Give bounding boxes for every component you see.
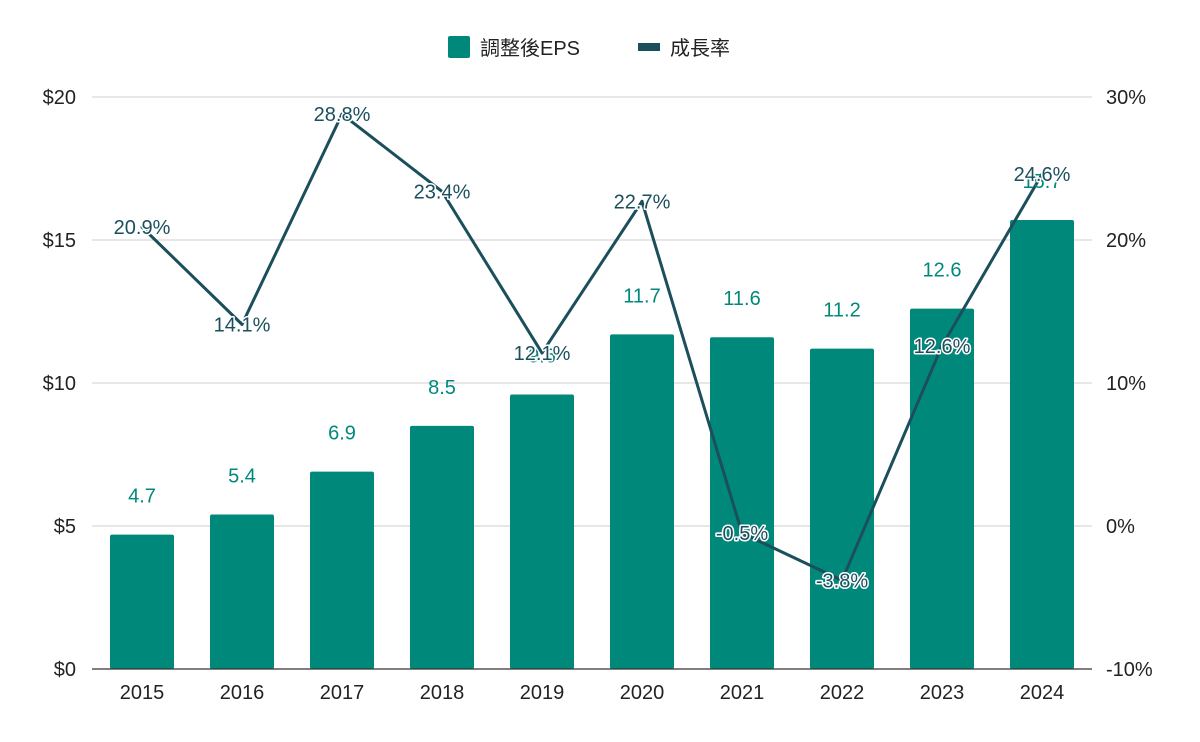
bar — [210, 514, 274, 669]
right-axis-tick-label: 0% — [1106, 516, 1135, 538]
line-data-label: 12.6% — [914, 336, 971, 358]
right-axis-tick-label: 20% — [1106, 230, 1146, 252]
line-data-label: 12.1% — [514, 343, 571, 365]
bar — [1010, 219, 1074, 670]
x-axis-tick-label: 2024 — [1020, 682, 1065, 704]
bar — [810, 348, 874, 669]
x-axis-tick-label: 2018 — [420, 682, 465, 704]
x-axis-tick-label: 2021 — [720, 682, 765, 704]
line-point — [640, 199, 644, 203]
line-data-labels: 20.9% 14.1% 28.8% 23.4% 12.1% 22.7% -0.5% -3.8%… — [112, 103, 1072, 594]
growth-line — [140, 112, 1044, 582]
bar — [110, 534, 174, 669]
left-axis-tick-label: $15 — [43, 230, 76, 252]
line-data-label: 24.6% — [1014, 164, 1071, 186]
bar-series — [110, 219, 1074, 670]
line-point — [440, 189, 444, 193]
x-axis-tick-label: 2019 — [520, 682, 565, 704]
bar — [710, 337, 774, 669]
bar-data-label: 8.5 — [428, 377, 456, 399]
legend: 調整後EPS 成長率 — [448, 36, 730, 60]
bar-data-label: 9.6 — [528, 345, 556, 367]
left-axis-tick-label: $5 — [54, 516, 76, 538]
line-data-label: 14.1% — [214, 314, 271, 336]
bar — [910, 308, 974, 669]
line-data-label: -0.5% — [716, 523, 768, 545]
line-point — [940, 344, 944, 348]
bar-data-labels: 4.7 5.4 6.9 8.5 9.6 11.7 11.6 11.2 12.6 15.7 — [128, 171, 1061, 508]
line-point — [140, 225, 144, 229]
line-data-label: 28.8% — [314, 104, 371, 126]
line-point — [1040, 172, 1044, 176]
line-series — [140, 112, 1044, 582]
right-axis-tick-label: 10% — [1106, 373, 1146, 395]
line-data-label: 23.4% — [414, 181, 471, 203]
axes: $0 $5 $10 $15 $20 -10% 0% 10% 20% 30% 2015 2016 2017… — [43, 87, 1153, 704]
legend-label-growth: 成長率 — [670, 37, 730, 60]
bar-data-label: 15.7 — [1023, 171, 1062, 193]
bar-data-label: 12.6 — [923, 260, 962, 282]
bar-data-label: 4.7 — [128, 486, 156, 508]
legend-label-eps: 調整後EPS — [480, 37, 580, 60]
line-point — [740, 531, 744, 535]
left-axis-tick-label: $10 — [43, 373, 76, 395]
x-axis-tick-label: 2016 — [220, 682, 265, 704]
bar — [410, 425, 474, 669]
line-point — [240, 322, 244, 326]
left-axis-tick-label: $20 — [43, 87, 76, 109]
bar — [310, 471, 374, 669]
line-point — [540, 351, 544, 355]
x-axis-tick-label: 2017 — [320, 682, 365, 704]
right-axis-tick-label: -10% — [1106, 659, 1153, 681]
legend-swatch-eps — [448, 36, 470, 58]
bar — [510, 394, 574, 669]
bar-data-label: 11.2 — [823, 300, 860, 322]
right-axis-tick-label: 30% — [1106, 87, 1146, 109]
bar-data-label: 11.7 — [623, 285, 660, 307]
line-point — [840, 578, 844, 582]
bar — [610, 334, 674, 669]
left-axis-tick-label: $0 — [54, 659, 76, 681]
x-axis-tick-label: 2022 — [820, 682, 865, 704]
line-data-label: 22.7% — [614, 191, 671, 213]
x-axis-tick-label: 2023 — [920, 682, 965, 704]
legend-swatch-growth — [638, 43, 660, 51]
bar-data-label: 5.4 — [228, 466, 256, 488]
bar-data-label: 6.9 — [328, 423, 356, 445]
line-point — [340, 112, 344, 116]
bar-data-label: 11.6 — [723, 288, 760, 310]
line-data-label: -3.8% — [816, 570, 868, 592]
line-data-label: 20.9% — [114, 217, 171, 239]
x-axis-tick-label: 2015 — [120, 682, 165, 704]
x-axis-tick-label: 2020 — [620, 682, 665, 704]
